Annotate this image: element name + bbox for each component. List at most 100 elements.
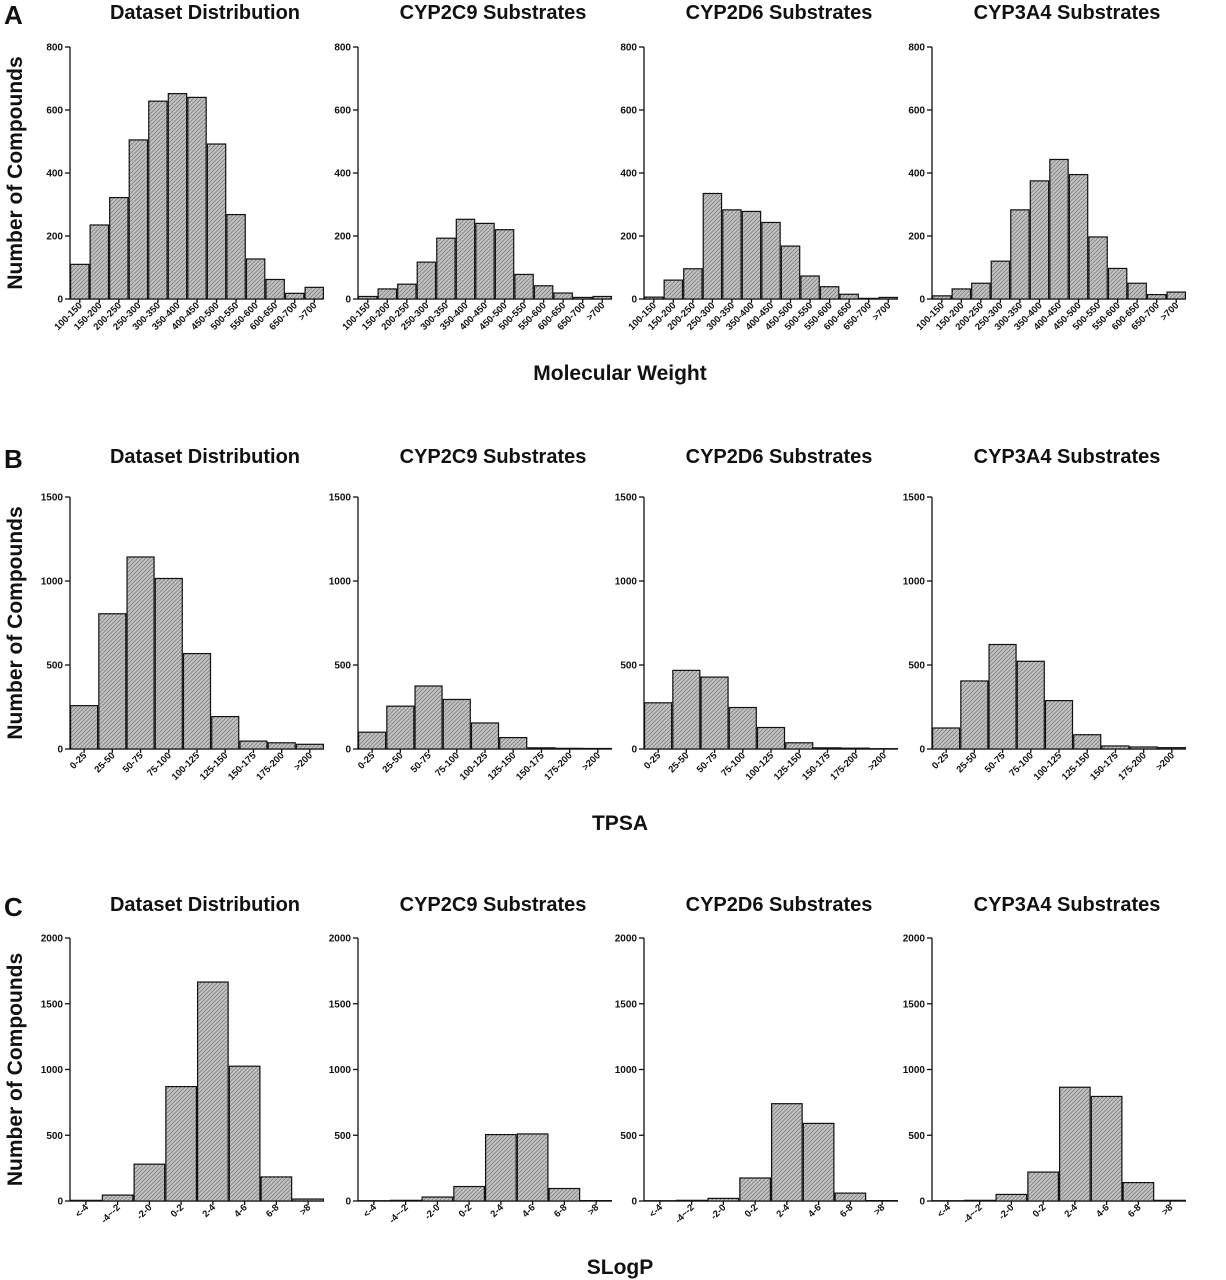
x-tick-label: 50-75 <box>121 750 146 775</box>
x-tick-label: 25-50 <box>666 750 691 775</box>
chart-title: Dataset Distribution <box>110 2 300 24</box>
bar-0-25 <box>643 702 673 750</box>
x-tick-label: 6-8 <box>552 1202 569 1219</box>
y-tick-label: 800 <box>334 43 351 54</box>
bar--2-0 <box>707 1197 740 1202</box>
x-tick-label: <-4 <box>73 1202 91 1220</box>
chart-A-1: Dataset Distribution0200400600800100-150… <box>46 2 324 333</box>
bar->700 <box>1166 291 1186 300</box>
bar-100-150 <box>358 295 378 300</box>
bar-2-4 <box>770 1103 803 1202</box>
x-tick-label: 50-75 <box>409 750 434 775</box>
bar--2-0 <box>995 1193 1028 1202</box>
bar-75-100 <box>1016 660 1045 750</box>
bar-175-200 <box>267 742 296 750</box>
y-tick-label: 1000 <box>329 1065 352 1076</box>
bar--4~-2 <box>101 1194 134 1202</box>
x-tick-label: >200 <box>866 750 889 773</box>
x-tick-label: <-4 <box>935 1202 953 1220</box>
chart-A-4: CYP3A4 Substrates0200400600800100-150150… <box>908 2 1186 333</box>
y-tick-label: 200 <box>908 232 925 243</box>
y-tick-label: 500 <box>334 1131 351 1142</box>
x-tick-label: -4~-2 <box>99 1202 123 1226</box>
bar-100-125 <box>1044 700 1074 750</box>
y-tick-label: 1500 <box>41 999 64 1010</box>
x-tick-label: 125-150 <box>1060 750 1092 782</box>
chart-C-1: Dataset Distribution0500100015002000<-4-… <box>41 894 325 1226</box>
bar->700 <box>304 286 324 300</box>
x-tick-label: 0-2 <box>457 1202 474 1219</box>
x-tick-label: 2-4 <box>201 1202 219 1220</box>
bar-550-600 <box>533 285 554 300</box>
x-tick-label: 150-175 <box>226 750 259 783</box>
x-tick-label: 125-150 <box>772 750 804 782</box>
bar-2-4 <box>197 981 229 1202</box>
x-tick-label: 0-2 <box>169 1202 186 1219</box>
x-tick-label: >200 <box>292 750 315 773</box>
x-tick-label: >8 <box>872 1202 887 1217</box>
x-tick-label: -4~-2 <box>673 1202 697 1226</box>
chart-C-2: CYP2C9 Substrates 0 500 1000 1500 2000 <-4 -4~-… <box>329 894 612 1226</box>
bar-75-100 <box>728 706 757 750</box>
bar-350-400 <box>455 218 476 300</box>
x-tick-label: 25-50 <box>954 750 979 775</box>
bar-400-450 <box>1049 158 1069 300</box>
bar-50-75 <box>126 556 155 750</box>
bar-200-250 <box>397 283 417 300</box>
x-tick-label: 2-4 <box>1063 1202 1081 1220</box>
x-tick-label: 0-2 <box>1031 1202 1048 1219</box>
x-tick-label: -2-0 <box>423 1202 443 1222</box>
bar-150-200 <box>89 224 110 300</box>
x-tick-label: 175-200 <box>254 750 286 782</box>
x-tick-label: >700 <box>296 300 319 323</box>
bar-0-2 <box>165 1085 198 1202</box>
bar-100-150 <box>643 296 664 300</box>
bar-150-200 <box>377 288 398 300</box>
x-tick-label: <-4 <box>361 1202 379 1220</box>
bar-6-8 <box>834 1192 867 1202</box>
bar-25-50 <box>672 669 701 750</box>
chart-A-2: CYP2C9 Substrates0200400600800100-150150… <box>334 2 612 333</box>
y-tick-label: 0 <box>57 745 63 756</box>
bar-75-100 <box>442 698 471 750</box>
bar-25-50 <box>98 613 127 750</box>
x-tick-label: >700 <box>870 300 893 323</box>
y-tick-label: 2000 <box>41 934 64 945</box>
bar-450-500 <box>494 229 515 300</box>
y-tick-label: 500 <box>908 1131 925 1142</box>
x-tick-label: 25-50 <box>92 750 117 775</box>
bar-450-500 <box>780 245 801 300</box>
y-tick-label: 0 <box>57 295 63 306</box>
bar-100-125 <box>756 726 786 750</box>
bar-550-600 <box>245 258 266 300</box>
bar->8 <box>292 1198 325 1202</box>
bar-400-450 <box>475 222 495 300</box>
x-tick-label: 4-6 <box>232 1202 249 1219</box>
bar-150-200 <box>663 279 684 300</box>
y-tick-label: 2000 <box>903 934 926 945</box>
panel-letter-B: B <box>4 444 23 474</box>
x-tick-label: >200 <box>580 750 603 773</box>
bar-150-175 <box>813 747 842 750</box>
x-tick-label: >200 <box>1154 750 1177 773</box>
bar-150-175 <box>527 747 556 750</box>
bar-175-200 <box>1129 746 1158 750</box>
bar--2-0 <box>133 1163 166 1202</box>
bar-500-550 <box>226 213 246 300</box>
x-tick-label: <-4 <box>647 1202 665 1220</box>
y-tick-label: 0 <box>631 1197 637 1208</box>
bar-4-6 <box>1090 1095 1123 1202</box>
bar-450-500 <box>206 143 227 300</box>
x-tick-label: 6-8 <box>838 1202 855 1219</box>
y-tick-label: 400 <box>908 169 925 180</box>
y-tick-label: 600 <box>334 106 351 117</box>
bar-550-600 <box>1107 267 1128 300</box>
chart-A-3: CYP2D6 Substrates0200400600800100-150150… <box>620 2 898 333</box>
y-tick-label: 1500 <box>903 493 926 504</box>
y-tick-label: 2000 <box>615 934 638 945</box>
bar-6-8 <box>1122 1181 1155 1202</box>
bar-150-175 <box>1101 745 1130 750</box>
bar-300-350 <box>1010 209 1030 300</box>
bar-450-500 <box>1068 173 1089 300</box>
